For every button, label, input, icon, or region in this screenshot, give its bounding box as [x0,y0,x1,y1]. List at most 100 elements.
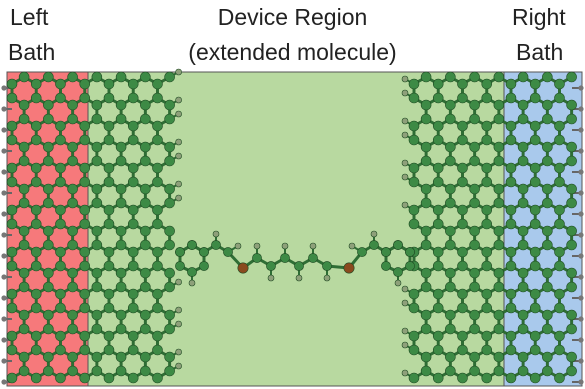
lead-atom [578,379,584,385]
right-graphene-carbon-atom [517,183,529,195]
right-graphene-carbon-atom [469,365,480,377]
left-graphene-carbon-atom [6,302,18,314]
hydrogen-atom [175,110,182,118]
left-graphene-carbon-atom [18,141,30,153]
lead-atom [1,295,7,301]
right-graphene-carbon-atom [432,344,444,356]
right-graphene-carbon-atom [432,246,444,258]
hydrogen-atom [370,230,378,238]
right-graphene-carbon-atom [542,99,553,111]
right-graphene-carbon-atom [481,218,493,230]
left-graphene-carbon-atom [30,134,42,146]
right-graphene-carbon-atom [420,155,432,167]
right-graphene-carbon-atom [529,288,541,300]
right-graphene-carbon-atom [481,260,493,272]
right-graphene-carbon-atom [445,267,456,279]
left-graphene-carbon-atom [91,323,103,335]
right-graphene-carbon-atom [493,281,505,293]
right-graphene-carbon-atom [517,365,529,377]
right-graphene-carbon-atom [445,323,456,335]
left-graphene-carbon-atom [103,218,115,230]
hydrogen-atom [401,173,409,181]
right-graphene-carbon-atom [529,120,541,132]
left-graphene-carbon-atom [152,246,163,258]
left-graphene-carbon-atom [67,239,78,251]
lead-atom [578,169,584,175]
right-graphene-carbon-atom [566,365,577,377]
left-graphene-carbon-atom [91,141,103,153]
left-graphene-carbon-atom [103,92,115,104]
left-graphene-carbon-atom [127,78,139,90]
right-graphene-carbon-atom [445,141,456,153]
right-graphene-carbon-atom [505,134,517,146]
left-graphene-carbon-atom [55,288,66,300]
left-graphene-carbon-atom [43,323,54,335]
left-graphene-carbon-atom [79,204,91,216]
right-graphene-carbon-atom [505,344,517,356]
left-graphene-carbon-atom [127,302,139,314]
right-graphene-carbon-atom [505,372,517,384]
left-graphene-carbon-atom [30,288,42,300]
right-graphene-carbon-atom [432,302,444,314]
left-graphene-carbon-atom [115,323,127,335]
left-graphene-carbon-atom [103,302,115,314]
right-graphene-carbon-atom [481,176,493,188]
right-graphene-carbon-atom [457,162,468,174]
right-graphene-carbon-atom [505,302,517,314]
right-graphene-carbon-atom [457,246,468,258]
left-graphene-carbon-atom [6,260,18,272]
left-graphene-carbon-atom [152,344,163,356]
hydrogen-atom [175,68,182,76]
right-graphene-carbon-atom [420,141,432,153]
left-graphene-carbon-atom [30,92,42,104]
right-graphene-carbon-atom [493,197,505,209]
hydrogen-atom [175,348,182,356]
left-graphene-carbon-atom [103,176,115,188]
left-graphene-carbon-atom [152,204,163,216]
right-graphene-carbon-atom [505,92,517,104]
left-graphene-carbon-atom [6,330,18,342]
right-graphene-carbon-atom [566,113,577,125]
right-graphene-carbon-atom [408,372,420,384]
right-graphene-carbon-atom [529,92,541,104]
hydrogen-atom [175,194,182,202]
lead-atom [1,232,7,238]
lead-atom [578,85,584,91]
bridge-carbon-atom [381,247,391,257]
left-graphene-carbon-atom [43,309,54,321]
left-graphene-carbon-atom [43,351,54,363]
right-graphene-carbon-atom [432,330,444,342]
right-graphene-carbon-atom [505,120,517,132]
right-graphene-carbon-atom [420,183,432,195]
right-graphene-carbon-atom [566,141,577,153]
lead-atom [578,358,584,364]
right-graphene-carbon-atom [469,239,480,251]
right-graphene-carbon-atom [493,323,505,335]
right-graphene-carbon-atom [469,323,480,335]
left-graphene-carbon-atom [164,365,175,377]
lead-atom [1,358,7,364]
right-graphene-carbon-atom [517,309,529,321]
right-graphene-carbon-atom [469,71,480,83]
right-graphene-carbon-atom [566,197,577,209]
right-graphene-carbon-atom [420,71,432,83]
left-bath-label-line2: Bath [8,39,56,65]
hydrogen-atom [188,279,196,287]
left-graphene-carbon-atom [103,120,115,132]
right-graphene-carbon-atom [493,99,505,111]
device-region-label-line1: Device Region [217,4,368,30]
left-graphene-carbon-atom [164,281,175,293]
lead-atom [578,274,584,280]
bridge-carbon-atom [175,247,185,257]
left-graphene-carbon-atom [140,113,151,125]
right-graphene-carbon-atom [481,204,493,216]
bridge-carbon-atom [369,240,379,250]
left-graphene-carbon-atom [152,92,163,104]
left-graphene-carbon-atom [103,134,115,146]
bridge-carbon-atom [393,240,403,250]
left-graphene-carbon-atom [115,239,127,251]
right-graphene-carbon-atom [505,204,517,216]
left-graphene-carbon-atom [30,162,42,174]
lead-atom [1,169,7,175]
left-graphene-carbon-atom [103,78,115,90]
